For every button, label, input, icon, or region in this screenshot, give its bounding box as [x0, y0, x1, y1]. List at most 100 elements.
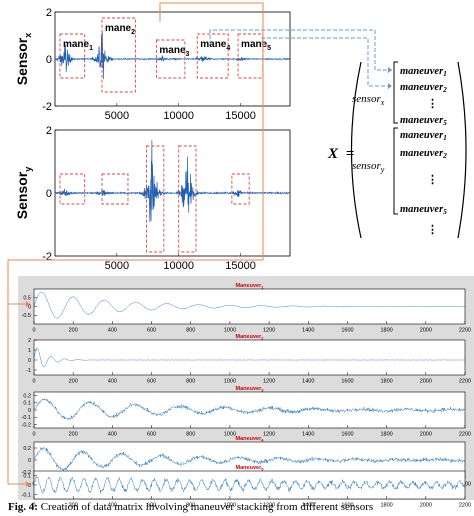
y-axis-label-text: Sensor [14, 37, 30, 85]
x-tick-label: 2000 [420, 503, 432, 509]
maneuver-box-label: mane3 [159, 45, 189, 58]
x-tick-label: 600 [147, 503, 156, 509]
matrix-row-y1: maneuver1 [400, 130, 447, 142]
matrix-row-y5: maneuver5 [400, 204, 447, 216]
matrix-lhs: X = [327, 146, 354, 162]
y-axis-label-text: Sensor [14, 171, 30, 219]
x-tick-label: 600 [147, 432, 156, 438]
x-tick-label: 1800 [381, 328, 393, 334]
connector-blue-arrow-2 [388, 83, 392, 89]
maneuver-box-1 [59, 33, 86, 79]
x-tick-label: 15000 [225, 260, 256, 272]
matrix-dots-x: ⋮ [427, 98, 438, 110]
y-tick-label: 0 [28, 483, 31, 489]
maneuver-box-2 [101, 173, 129, 205]
x-tick-label: 200 [69, 432, 78, 438]
x-tick-label: 1200 [263, 328, 275, 334]
x-tick-label: 400 [108, 503, 117, 509]
maneuver-title-sub: 1 [261, 285, 264, 290]
y-axis-label-sub: y [23, 167, 33, 172]
x-tick-label: 0 [32, 379, 35, 385]
x-tick-label: 1000 [224, 432, 236, 438]
x-tick-label: 1400 [302, 379, 314, 385]
maneuver-signal-line [33, 291, 466, 319]
x-tick-label: 1600 [341, 379, 353, 385]
y-axis-label: Sensorx [14, 33, 33, 85]
matrix-dots-y: ⋮ [427, 174, 438, 186]
y-tick-label: 2 [46, 7, 52, 19]
x-tick-label: 1000 [224, 328, 236, 334]
maneuver-box-label-text: mane [105, 23, 132, 34]
maneuver-box-5 [231, 173, 250, 205]
matrix-equals: = [346, 146, 355, 162]
maneuver-title-sub: 5 [261, 467, 264, 472]
maneuver-title-text: Maneuver [236, 334, 263, 340]
chart-4: 210-10 200 400 600 800 1000 1200 1400 1600 1800 20… [26, 334, 471, 385]
y-tick-label: 0 [46, 54, 52, 66]
x-tick-label: 2200 [459, 503, 471, 509]
maneuver-title-text: Maneuver [236, 386, 263, 392]
matrix-row-y2: maneuver2 [400, 148, 447, 160]
signal-line [54, 31, 291, 80]
y-tick-label: 1 [28, 348, 31, 354]
connector-orange-arrow-1 [26, 301, 30, 307]
x-tick-label: 2200 [459, 432, 471, 438]
x-tick-label: 600 [147, 328, 156, 334]
x-tick-label: 2200 [459, 379, 471, 385]
chart-2: 2 0 -2 5000 10000 15000 Sensory [14, 125, 291, 272]
maneuver-title-text: Maneuver [236, 283, 263, 289]
maneuver-box-label-text: mane [241, 39, 268, 50]
y-tick-label: 0 [28, 458, 31, 464]
y-tick-label: 0 [28, 304, 31, 310]
matrix-row-x2: maneuver2 [400, 82, 447, 94]
connector-blue-arrow-1 [388, 67, 392, 73]
maneuver-title: Maneuver3 [236, 386, 265, 393]
maneuver-title: Maneuver2 [236, 334, 265, 341]
maneuver-signal-line [33, 397, 466, 420]
x-tick-label: 200 [69, 379, 78, 385]
y-tick-label: 0.2 [23, 446, 31, 452]
connector-blue-2 [261, 37, 392, 87]
maneuver-title-text: Maneuver [236, 436, 263, 442]
maneuver-box-label-sub: 1 [89, 45, 93, 52]
connector-orange-arrow-2 [26, 481, 30, 487]
matrix-lhs-symbol: X [327, 146, 339, 162]
maneuver-box-4 [178, 145, 197, 253]
y-tick-label: 0.5 [23, 296, 31, 302]
y-tick-label: 2 [28, 338, 31, 344]
y-tick-label: -2 [42, 251, 52, 263]
x-tick-label: 1800 [381, 379, 393, 385]
x-tick-label: 10000 [163, 260, 194, 272]
connector-orange-2 [7, 304, 30, 485]
x-tick-label: 800 [186, 432, 195, 438]
x-tick-label: 2000 [420, 379, 432, 385]
matrix-dots-tail: ⋮ [427, 224, 438, 236]
matrix-left-paren [350, 61, 362, 239]
x-tick-label: 2200 [459, 328, 471, 334]
maneuver-signal-line [33, 447, 466, 471]
maneuver-box-4 [196, 33, 229, 79]
x-tick-label: 1400 [302, 503, 314, 509]
y-tick-label: 0 [28, 408, 31, 414]
x-tick-label: 200 [69, 503, 78, 509]
maneuver-title: Maneuver4 [236, 436, 265, 443]
maneuver-box-2 [101, 17, 136, 93]
maneuver-box-label-sub: 3 [186, 51, 190, 58]
maneuver-title-sub: 3 [261, 388, 264, 393]
maneuver-box-label-text: mane [63, 39, 90, 50]
x-tick-label: 400 [108, 379, 117, 385]
y-tick-label: -2 [42, 101, 52, 113]
matrix-sensor-y: sensory [352, 160, 385, 174]
maneuver-signal-line [33, 476, 466, 494]
maneuver-title: Maneuver1 [236, 283, 265, 290]
y-tick-label: 0.2 [23, 394, 31, 400]
x-tick-label: 400 [108, 328, 117, 334]
maneuver-box-3 [155, 39, 186, 79]
x-tick-label: 200 [69, 328, 78, 334]
maneuver-title-text: Maneuver [236, 465, 263, 471]
x-tick-label: 0 [32, 328, 35, 334]
x-tick-label: 0 [32, 432, 35, 438]
